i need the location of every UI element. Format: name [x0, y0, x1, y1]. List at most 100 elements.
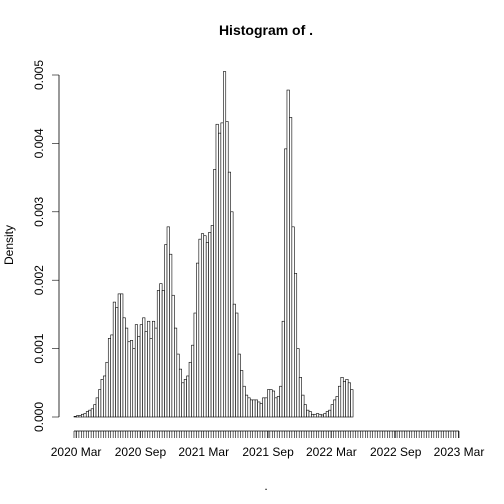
x-tick-label: 2022 Sep	[370, 445, 422, 459]
histogram-bar	[137, 335, 141, 418]
histogram-bar	[127, 341, 131, 418]
histogram-bar	[178, 368, 183, 418]
histogram-bar	[210, 225, 214, 418]
histogram-bar	[245, 394, 249, 418]
histogram-bar	[152, 320, 156, 418]
x-tick-label: 2022 Mar	[306, 445, 357, 459]
y-tick-label: 0.004	[32, 128, 46, 158]
histogram-bars	[73, 71, 354, 418]
histogram-bar	[333, 399, 337, 418]
histogram-bar	[130, 340, 134, 418]
chart-title: Histogram of .	[219, 22, 313, 38]
histogram-bar	[330, 404, 334, 418]
histogram-bar	[340, 377, 344, 418]
histogram-bar	[338, 385, 342, 418]
histogram-bar	[120, 293, 124, 418]
x-tick-label: 2020 Sep	[115, 445, 167, 459]
histogram-bar	[134, 324, 138, 418]
histogram-bar	[112, 301, 116, 418]
histogram-bar	[220, 122, 224, 418]
histogram-bar	[313, 413, 317, 418]
histogram-bar	[171, 294, 175, 418]
histogram-bar	[205, 242, 209, 418]
histogram-bar	[218, 132, 222, 418]
histogram-bar	[154, 327, 158, 418]
histogram-bar	[105, 361, 109, 418]
histogram-bar	[279, 385, 283, 418]
histogram-bar	[107, 338, 112, 418]
histogram-bar	[308, 411, 312, 418]
histogram-bar	[296, 348, 300, 418]
histogram-bar	[230, 211, 234, 418]
histogram-bar	[276, 396, 280, 418]
histogram-bar	[100, 379, 104, 418]
histogram-bar	[240, 370, 244, 418]
histogram-bar	[318, 413, 322, 418]
y-tick-label: 0.003	[32, 196, 46, 226]
histogram-bar	[117, 293, 121, 418]
histogram-bar	[115, 307, 119, 418]
histogram-bar	[257, 401, 261, 418]
histogram-bar	[147, 320, 151, 418]
histogram-bar	[78, 415, 82, 418]
histogram-bar	[259, 403, 263, 418]
histogram-bar	[88, 409, 92, 418]
histogram-bar	[223, 71, 227, 418]
y-axis-title: Density	[2, 225, 16, 265]
y-tick-label: 0.000	[32, 402, 46, 432]
histogram-bar	[347, 382, 351, 418]
histogram-bar	[269, 389, 273, 418]
histogram-bar	[249, 399, 253, 418]
histogram-bar	[183, 379, 187, 418]
histogram-bar	[242, 385, 246, 418]
x-tick-label: 2020 Mar	[51, 445, 102, 459]
histogram-bar	[169, 253, 173, 418]
histogram-bar	[142, 317, 146, 418]
histogram-bar	[208, 232, 212, 418]
histogram-bar	[164, 244, 168, 418]
x-tick-label: 2023 Mar	[434, 445, 485, 459]
histogram-bar	[328, 409, 332, 418]
histogram-bar	[215, 123, 219, 418]
histogram-bar	[156, 290, 160, 418]
histogram-bar	[76, 415, 80, 418]
y-tick-label: 0.005	[32, 60, 46, 90]
y-tick-label: 0.001	[32, 333, 46, 363]
histogram-bar	[196, 262, 200, 418]
histogram-bar	[81, 413, 85, 418]
histogram-bar	[237, 353, 241, 418]
histogram-bar	[291, 226, 295, 418]
histogram-bar	[232, 303, 236, 418]
x-tick-label: 2021 Mar	[178, 445, 229, 459]
histogram-bar	[122, 317, 126, 418]
histogram-bar	[198, 238, 202, 418]
histogram-bar	[188, 361, 192, 418]
histogram-bar	[274, 397, 278, 418]
histogram-bar	[174, 327, 178, 418]
histogram-bar	[281, 320, 285, 418]
histogram-bar	[320, 414, 324, 418]
histogram-bar	[213, 169, 217, 418]
histogram-bar	[235, 312, 239, 418]
histogram-bar	[264, 397, 268, 418]
histogram-bar	[149, 338, 153, 418]
x-axis: 2020 Mar 2020 Sep 2021 Mar 2021 Sep 2022 Mar…	[51, 430, 485, 459]
histogram-bar	[191, 344, 195, 418]
histogram-bar	[306, 409, 310, 418]
histogram-bar	[90, 408, 94, 418]
x-axis-title: .	[264, 479, 267, 493]
histogram-bar	[132, 348, 136, 418]
histogram-bar	[301, 394, 305, 418]
histogram-bar	[303, 404, 307, 418]
y-axis: 0.000 0.001 0.002 0.003 0.004 0.005	[32, 60, 60, 432]
histogram-bar	[227, 171, 231, 418]
histogram-bar	[110, 334, 114, 418]
histogram-bar	[247, 397, 251, 418]
histogram-bar	[176, 353, 180, 418]
histogram-bar	[254, 399, 258, 418]
histogram-bar	[98, 389, 102, 418]
histogram-bar	[293, 273, 298, 418]
histogram-bar	[316, 413, 320, 418]
histogram-bar	[271, 390, 276, 418]
